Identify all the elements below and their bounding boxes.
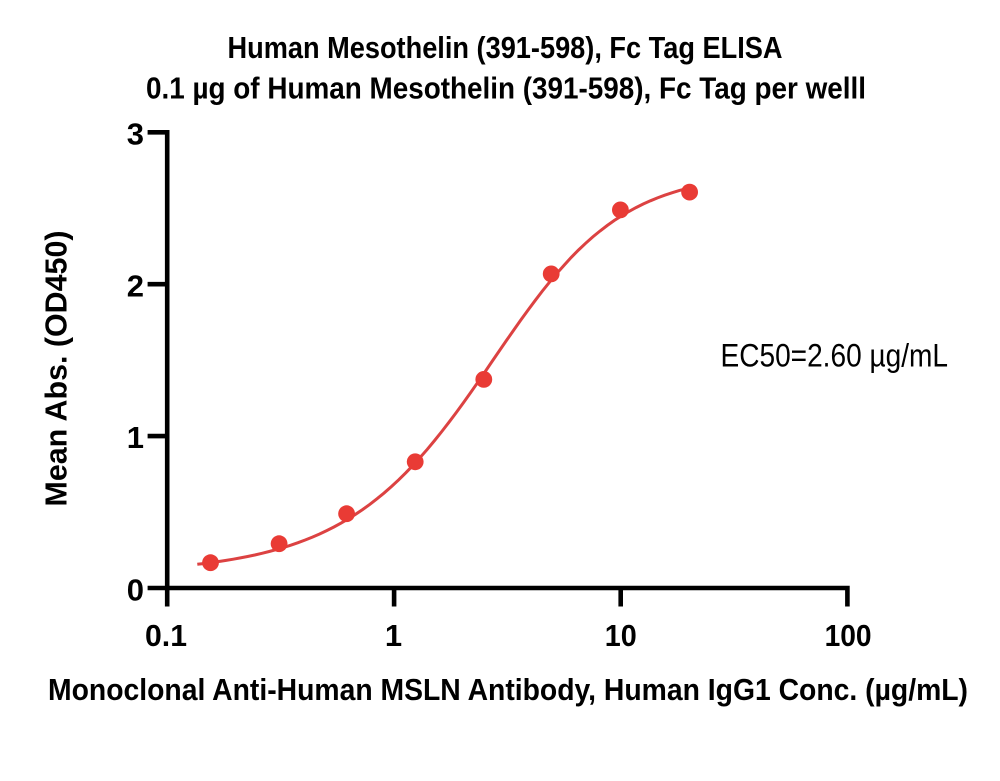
- svg-text:1: 1: [127, 420, 144, 455]
- svg-text:3: 3: [127, 116, 144, 151]
- svg-text:2: 2: [127, 268, 144, 303]
- svg-text:Monoclonal Anti-Human MSLN Ant: Monoclonal Anti-Human MSLN Antibody, Hum…: [48, 672, 968, 707]
- svg-text:0.1: 0.1: [145, 618, 187, 653]
- svg-text:100: 100: [825, 618, 872, 653]
- svg-text:1: 1: [385, 618, 402, 653]
- svg-text:0: 0: [127, 572, 144, 607]
- svg-text:Human Mesothelin (391-598), Fc: Human Mesothelin (391-598), Fc Tag ELISA: [228, 30, 783, 65]
- svg-text:0.1 µg of Human Mesothelin (39: 0.1 µg of Human Mesothelin (391-598), Fc…: [146, 71, 866, 106]
- svg-text:Mean Abs. (OD450): Mean Abs. (OD450): [39, 231, 74, 507]
- svg-text:10: 10: [605, 618, 637, 653]
- svg-text:EC50=2.60 µg/mL: EC50=2.60 µg/mL: [721, 337, 949, 373]
